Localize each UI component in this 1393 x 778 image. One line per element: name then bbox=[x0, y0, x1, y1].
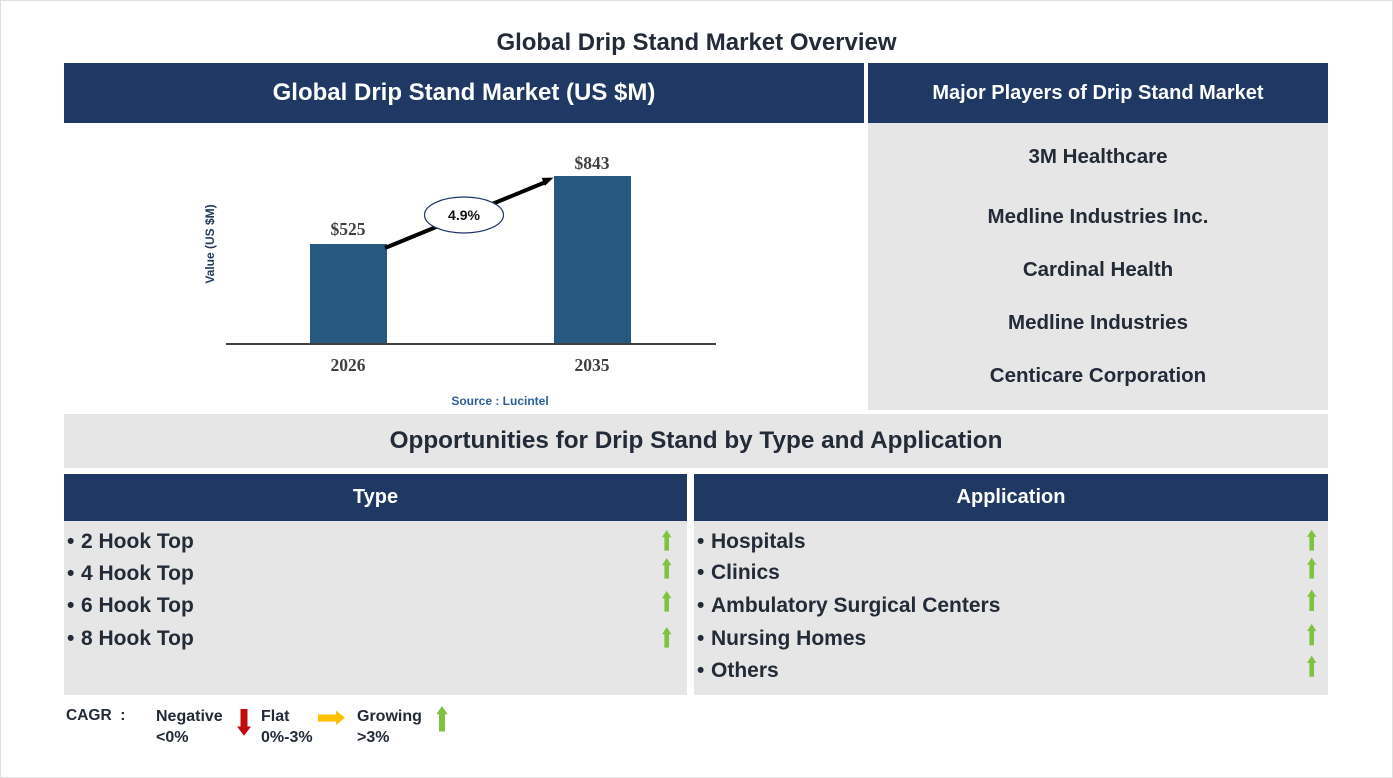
svg-text:4.9%: 4.9% bbox=[448, 207, 480, 223]
